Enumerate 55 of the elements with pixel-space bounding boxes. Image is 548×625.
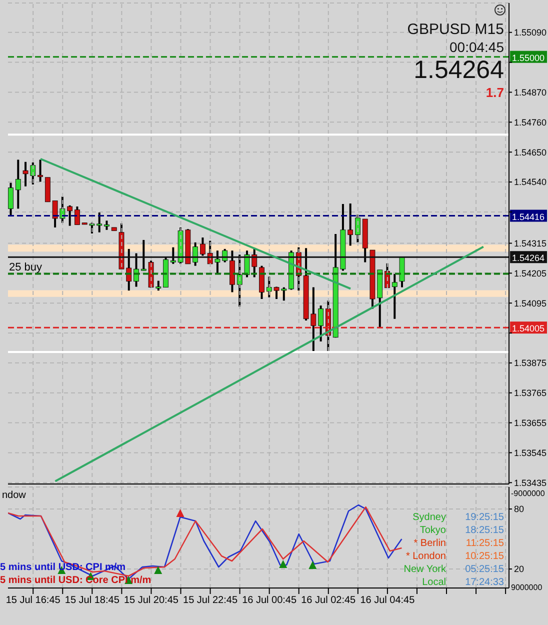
ref-line-label: 1.54416 — [512, 212, 545, 222]
x-tick-label: 15 Jul 20:45 — [124, 595, 179, 606]
y-tick-label: 1.53655 — [514, 418, 547, 428]
x-tick-label: 15 Jul 18:45 — [64, 595, 120, 606]
x-tick-label: 16 Jul 02:45 — [301, 595, 356, 606]
candlestick — [200, 236, 206, 257]
annotation: Tokyo — [420, 525, 446, 536]
y-tick-label: 1.55090 — [514, 28, 547, 38]
annotation: 10:25:15 — [465, 551, 504, 562]
y-tick-label: 20 — [514, 564, 524, 574]
y-tick-label: 1.54205 — [514, 268, 547, 278]
text: 9000000 — [511, 583, 542, 592]
x-tick-label: 16 Jul 04:45 — [360, 595, 416, 606]
annotation: GBPUSD M15 — [407, 21, 504, 38]
candlestick — [8, 182, 14, 217]
annotation: 19:25:15 — [465, 512, 504, 523]
x-tick-label: 15 Jul 16:45 — [6, 595, 61, 606]
candlestick — [38, 158, 43, 183]
annotation: Sydney — [412, 512, 446, 523]
annotation: * London — [406, 551, 446, 562]
annotation: 25 buy — [9, 262, 43, 274]
y-tick-label: 1.54870 — [514, 87, 547, 98]
text: -9000000 — [511, 489, 545, 498]
annotation: * Berlin — [414, 538, 446, 549]
ref-line-label: 1.55000 — [512, 52, 545, 63]
candlestick — [104, 220, 110, 231]
annotation: Local — [422, 577, 446, 588]
y-tick-label: 1.53765 — [514, 388, 547, 398]
annotation: 1.54264 — [414, 56, 504, 84]
annotation: 17:24:33 — [465, 577, 504, 588]
annotation: 18:25:15 — [465, 525, 504, 536]
candlestick — [134, 252, 139, 288]
annotation: New York — [404, 564, 446, 575]
annotation: 1.7 — [486, 85, 504, 100]
y-tick-label: 1.53545 — [514, 448, 547, 458]
annotation: 11:25:15 — [466, 538, 504, 549]
candlestick — [392, 272, 398, 320]
x-tick-label: 15 Jul 22:45 — [183, 595, 238, 606]
candlestick — [15, 158, 21, 210]
candlestick — [230, 250, 235, 294]
ref-line-label: 1.54264 — [512, 253, 545, 264]
candlestick — [74, 206, 80, 226]
y-tick-label: 80 — [514, 504, 524, 514]
y-tick-label: 1.54095 — [514, 298, 547, 308]
annotation: ndow — [2, 490, 26, 501]
y-tick-label: 1.53875 — [514, 358, 547, 368]
y-tick-label: 1.54540 — [514, 177, 547, 188]
ref-line-label: 1.54005 — [512, 324, 545, 334]
y-tick-label: 1.54650 — [514, 147, 547, 158]
x-tick-label: 16 Jul 00:45 — [242, 595, 298, 606]
annotation: 00:04:45 — [450, 39, 504, 55]
y-tick-label: 1.54760 — [514, 117, 547, 128]
annotation: 05:25:15 — [465, 564, 504, 575]
y-tick-label: 1.53435 — [514, 478, 547, 488]
y-tick-label: 1.54315 — [514, 238, 547, 248]
